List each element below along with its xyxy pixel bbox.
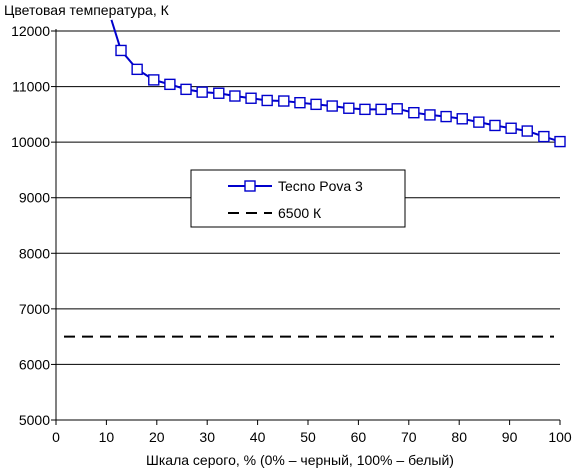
data-point	[408, 106, 420, 119]
data-point	[213, 87, 225, 99]
data-point	[229, 90, 241, 102]
x-tick-label: 90	[502, 429, 518, 445]
data-point	[131, 63, 143, 76]
data-point	[245, 92, 257, 104]
data-point	[473, 116, 485, 128]
data-point	[261, 94, 273, 107]
data-point	[554, 135, 566, 148]
legend-label-6500k: 6500 К	[278, 205, 322, 221]
series-markers	[115, 44, 566, 148]
data-point	[440, 110, 452, 123]
data-point	[424, 109, 436, 121]
y-tick-labels: 5000 6000 7000 8000 9000 10000 11000 12000	[11, 23, 50, 428]
data-point	[310, 98, 322, 111]
data-point	[359, 103, 371, 116]
axes	[51, 29, 561, 425]
data-point	[521, 125, 533, 137]
legend-label-tecno-pova-3: Tecno Pova 3	[278, 178, 363, 194]
data-point	[489, 119, 501, 132]
y-tick-label: 8000	[19, 245, 50, 261]
data-point	[375, 103, 387, 116]
y-tick-label: 6000	[19, 356, 50, 372]
y-axis-label: Цветовая температура, К	[4, 2, 170, 18]
data-point	[278, 95, 290, 107]
data-point	[180, 83, 192, 96]
data-point	[294, 96, 306, 109]
x-tick-label: 50	[300, 429, 316, 445]
x-tick-label: 80	[451, 429, 467, 445]
y-tick-label: 11000	[12, 79, 50, 95]
data-point	[391, 103, 403, 115]
legend: Tecno Pova 3 6500 К	[190, 169, 406, 228]
data-point	[326, 100, 338, 112]
y-tick-label: 7000	[19, 301, 50, 317]
data-point	[196, 86, 208, 98]
x-tick-label: 40	[250, 429, 266, 445]
y-tick-label: 10000	[11, 134, 50, 150]
data-point	[164, 78, 176, 91]
y-tick-label: 5000	[19, 412, 50, 428]
y-tick-label: 9000	[19, 190, 50, 206]
x-tick-label: 60	[351, 429, 367, 445]
x-tick-label: 0	[52, 429, 60, 445]
x-tick-label: 20	[149, 429, 165, 445]
x-tick-label: 70	[401, 429, 417, 445]
data-point	[148, 74, 160, 86]
x-tick-label: 100	[548, 429, 572, 445]
data-point	[115, 44, 127, 57]
data-point	[538, 130, 550, 143]
data-point	[343, 102, 355, 114]
x-tick-label: 10	[99, 429, 115, 445]
x-tick-labels: 0 10 20 30 40 50 60 70 80 90 100	[52, 429, 572, 445]
legend-marker-tecno-pova-3	[244, 180, 256, 192]
legend-box	[190, 169, 406, 228]
x-tick-label: 30	[199, 429, 215, 445]
data-point	[456, 113, 468, 125]
data-point	[505, 122, 517, 134]
x-axis-label: Шкала серого, % (0% – черный, 100% – бел…	[146, 452, 454, 468]
y-tick-label: 12000	[11, 23, 50, 39]
